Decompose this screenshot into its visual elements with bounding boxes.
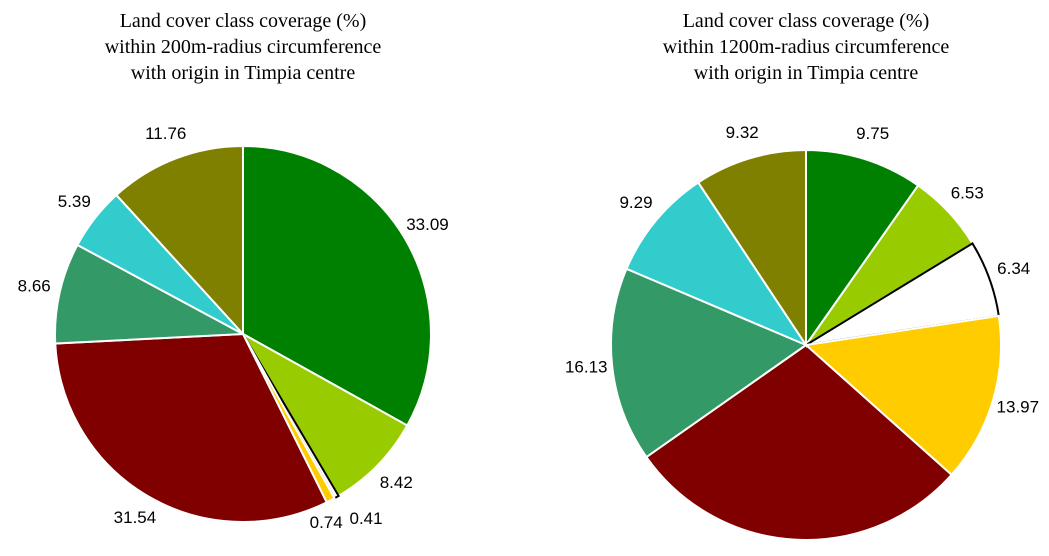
data-label: 6.34 [997,259,1030,278]
chart-title: with origin in Timpia centre [131,62,356,84]
data-label: 8.66 [18,277,51,296]
data-label: 9.75 [856,124,889,143]
data-label: 11.76 [145,124,186,143]
chart-title: within 200m-radius circumference [105,36,382,58]
data-label: 5.39 [58,192,91,211]
data-label: 13.97 [997,398,1040,417]
chart-title: within 1200m-radius circumference [663,36,950,58]
data-label: 6.53 [951,183,984,202]
pie-slice [625,181,809,348]
pie-slice [54,243,247,345]
data-label: 16.13 [565,358,608,377]
pie-slice [114,144,244,337]
pie-slice [240,331,409,498]
data-label: 9.32 [726,123,759,142]
data-label: 0.41 [349,509,382,528]
data-label: 0.74 [310,513,343,532]
pie-slice [803,314,1002,477]
pie-slice [242,144,432,427]
chart-title: Land cover class coverage (%) [683,10,930,32]
data-label: 8.42 [380,473,413,492]
pie-slice [696,148,807,349]
pie-slice [805,148,920,349]
data-label: 33.09 [406,215,449,234]
pie-slice [610,267,809,459]
chart-title: Land cover class coverage (%) [120,10,367,32]
chart-title: with origin in Timpia centre [694,62,919,84]
data-label: 9.29 [619,193,652,212]
pie-slice [644,343,953,541]
pie-slice [54,332,329,523]
data-label: 31.54 [114,508,157,527]
